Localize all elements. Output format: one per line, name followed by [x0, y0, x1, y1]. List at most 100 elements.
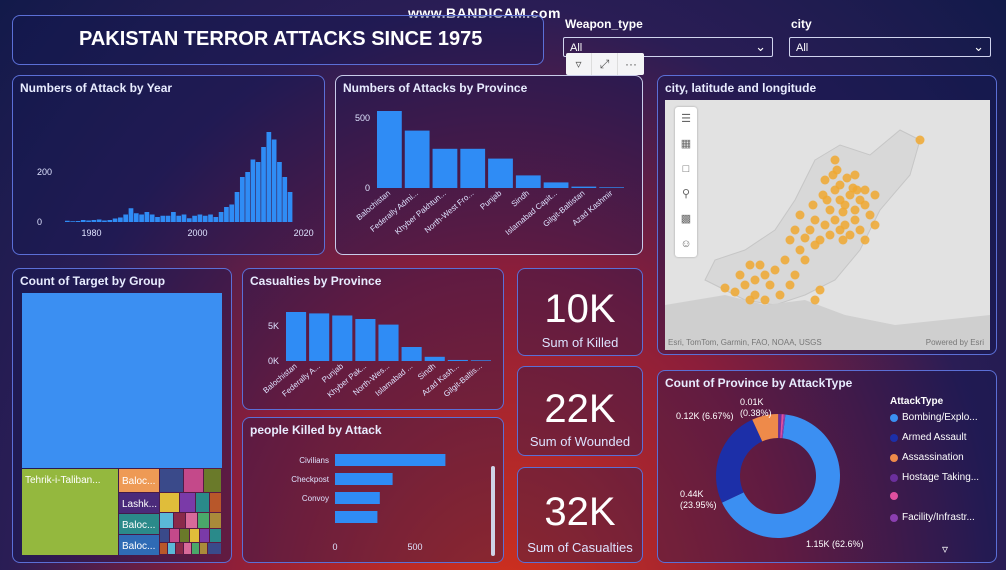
chart-icon[interactable]: ▩ — [680, 213, 692, 225]
year-bar-2017[interactable] — [287, 192, 293, 222]
donut-legend-item[interactable]: Armed Assault — [890, 432, 966, 443]
donut-slice-4[interactable] — [780, 414, 784, 439]
year-bar-1988[interactable] — [133, 213, 139, 222]
year-bar-2016[interactable] — [282, 177, 288, 222]
killed-bar-0[interactable] — [335, 454, 446, 466]
year-bar-1983[interactable] — [107, 220, 113, 222]
map-point[interactable] — [720, 283, 730, 293]
donut-legend-item[interactable]: Facility/Infrastr... — [890, 512, 975, 523]
map-point[interactable] — [810, 240, 820, 250]
map-point[interactable] — [820, 220, 830, 230]
year-bar-2010[interactable] — [250, 159, 256, 223]
year-bar-2001[interactable] — [202, 215, 208, 222]
year-bar-2008[interactable] — [239, 177, 245, 222]
year-bar-1984[interactable] — [112, 218, 118, 223]
treemap-small-cell[interactable] — [180, 529, 189, 542]
treemap-small-cell[interactable] — [168, 543, 175, 554]
year-bar-1996[interactable] — [176, 215, 182, 222]
casualties-bar-0[interactable] — [286, 312, 307, 361]
map-point[interactable] — [755, 260, 765, 270]
map-point[interactable] — [815, 285, 825, 295]
map-point[interactable] — [770, 265, 780, 275]
province-bar-2[interactable] — [432, 148, 458, 188]
map-point[interactable] — [850, 170, 860, 180]
province-bar-3[interactable] — [460, 148, 486, 188]
treemap-small-cell[interactable] — [204, 469, 221, 492]
map-point[interactable] — [740, 280, 750, 290]
province-bar-8[interactable] — [599, 187, 624, 188]
year-bar-1997[interactable] — [181, 214, 187, 223]
treemap-small-cell[interactable] — [176, 543, 183, 554]
year-bar-1987[interactable] — [128, 208, 134, 222]
year-bar-2006[interactable] — [229, 204, 235, 223]
map-point[interactable] — [810, 295, 820, 305]
map-point[interactable] — [808, 200, 818, 210]
year-bar-2007[interactable] — [234, 192, 240, 222]
select-icon[interactable]: □ — [682, 163, 690, 175]
treemap-cell-ttp[interactable] — [22, 293, 222, 468]
casualties-bar-1[interactable] — [309, 313, 330, 361]
map-point[interactable] — [822, 195, 832, 205]
map-point[interactable] — [765, 280, 775, 290]
map-point[interactable] — [830, 215, 840, 225]
killed-bar-3[interactable] — [335, 511, 378, 523]
year-bar-1982[interactable] — [102, 220, 107, 223]
province-bar-7[interactable] — [571, 186, 597, 188]
treemap-small-cell[interactable] — [160, 543, 167, 554]
map-point[interactable] — [860, 185, 870, 195]
casualties-bar-6[interactable] — [424, 356, 445, 361]
map-point[interactable] — [825, 230, 835, 240]
treemap-small-cell[interactable] — [210, 493, 221, 512]
treemap-small-cell[interactable] — [208, 543, 221, 554]
year-bar-2015[interactable] — [277, 162, 282, 222]
casualties-bar-7[interactable] — [447, 359, 468, 361]
treemap-small-cell[interactable] — [210, 529, 221, 542]
map-point[interactable] — [830, 155, 840, 165]
map-point[interactable] — [785, 280, 795, 290]
treemap-small-cell[interactable] — [160, 513, 173, 528]
treemap-small-cell[interactable] — [190, 529, 199, 542]
province-bar-4[interactable] — [488, 158, 513, 188]
province-bar-0[interactable] — [377, 111, 402, 188]
year-bar-1981[interactable] — [96, 219, 102, 223]
map-point[interactable] — [745, 260, 755, 270]
map-canvas[interactable] — [665, 100, 990, 350]
year-bar-1991[interactable] — [149, 214, 155, 223]
casualties-bar-3[interactable] — [355, 319, 376, 361]
map-point[interactable] — [760, 270, 770, 280]
map-point[interactable] — [840, 200, 850, 210]
province-bar-5[interactable] — [515, 175, 541, 188]
year-bar-2000[interactable] — [197, 214, 203, 223]
map-point[interactable] — [800, 255, 810, 265]
treemap-small-cell[interactable] — [210, 513, 221, 528]
map-point[interactable] — [865, 210, 875, 220]
focus-mode-icon[interactable]: ⤢ — [592, 53, 618, 75]
year-bar-2013[interactable] — [266, 132, 272, 222]
treemap-cell-lashk[interactable] — [119, 493, 159, 513]
treemap-cell-baloc-1[interactable] — [119, 469, 159, 492]
map-point[interactable] — [838, 207, 848, 217]
map-point[interactable] — [785, 235, 795, 245]
map-point[interactable] — [745, 295, 755, 305]
year-bar-1985[interactable] — [118, 217, 123, 223]
year-bar-1980[interactable] — [91, 220, 97, 222]
year-bar-1992[interactable] — [155, 217, 160, 222]
province-bar-6[interactable] — [543, 182, 569, 188]
donut-slice-1[interactable] — [716, 419, 763, 503]
year-bar-1990[interactable] — [144, 212, 150, 222]
map-point[interactable] — [832, 165, 842, 175]
treemap-small-cell[interactable] — [174, 513, 185, 528]
year-bar-2012[interactable] — [261, 147, 266, 222]
treemap-small-cell[interactable] — [180, 493, 195, 512]
year-bar-2005[interactable] — [224, 207, 229, 222]
qr-icon[interactable]: ▦ — [680, 138, 692, 150]
map-point[interactable] — [850, 215, 860, 225]
map-point[interactable] — [860, 200, 870, 210]
treemap-cell-baloc-3[interactable] — [119, 535, 159, 555]
casualties-bar-8[interactable] — [470, 360, 491, 361]
year-bar-1978[interactable] — [80, 220, 86, 222]
year-bar-1989[interactable] — [139, 214, 144, 223]
casualties-bar-4[interactable] — [378, 324, 399, 361]
map-point[interactable] — [810, 215, 820, 225]
map-point[interactable] — [852, 185, 862, 195]
